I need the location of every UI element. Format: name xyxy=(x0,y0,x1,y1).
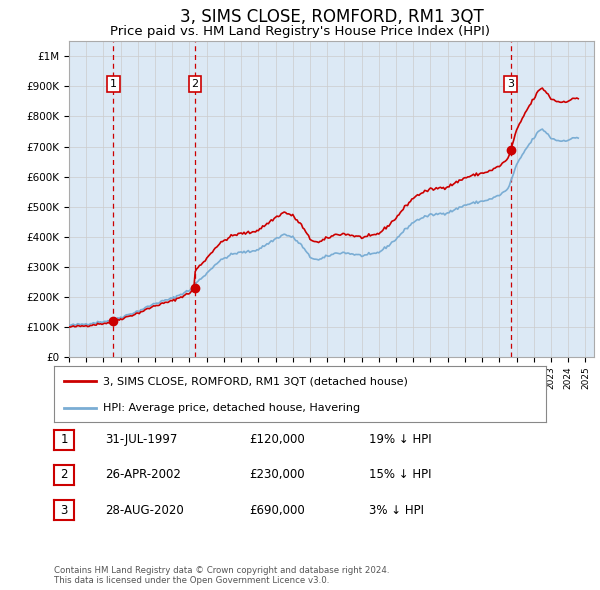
Text: £230,000: £230,000 xyxy=(249,468,305,481)
Text: 28-AUG-2020: 28-AUG-2020 xyxy=(105,504,184,517)
Text: 2: 2 xyxy=(61,468,68,481)
Text: 31-JUL-1997: 31-JUL-1997 xyxy=(105,433,178,446)
Text: 2: 2 xyxy=(191,79,199,89)
Text: 3: 3 xyxy=(61,504,68,517)
Text: 3: 3 xyxy=(507,79,514,89)
Text: Price paid vs. HM Land Registry's House Price Index (HPI): Price paid vs. HM Land Registry's House … xyxy=(110,25,490,38)
Title: 3, SIMS CLOSE, ROMFORD, RM1 3QT: 3, SIMS CLOSE, ROMFORD, RM1 3QT xyxy=(179,8,484,26)
Text: 3, SIMS CLOSE, ROMFORD, RM1 3QT (detached house): 3, SIMS CLOSE, ROMFORD, RM1 3QT (detache… xyxy=(103,376,408,386)
Text: 1: 1 xyxy=(61,433,68,446)
Text: 1: 1 xyxy=(110,79,117,89)
Text: HPI: Average price, detached house, Havering: HPI: Average price, detached house, Have… xyxy=(103,403,361,413)
Text: £690,000: £690,000 xyxy=(249,504,305,517)
Text: Contains HM Land Registry data © Crown copyright and database right 2024.
This d: Contains HM Land Registry data © Crown c… xyxy=(54,566,389,585)
Text: 15% ↓ HPI: 15% ↓ HPI xyxy=(369,468,431,481)
Text: £120,000: £120,000 xyxy=(249,433,305,446)
Text: 26-APR-2002: 26-APR-2002 xyxy=(105,468,181,481)
Text: 19% ↓ HPI: 19% ↓ HPI xyxy=(369,433,431,446)
Text: 3% ↓ HPI: 3% ↓ HPI xyxy=(369,504,424,517)
